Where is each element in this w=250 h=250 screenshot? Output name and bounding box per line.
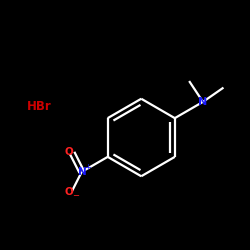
Text: N: N [198, 97, 207, 107]
Text: HBr: HBr [26, 100, 51, 113]
Text: O: O [64, 187, 73, 197]
Text: O: O [64, 147, 73, 157]
Text: N: N [78, 167, 87, 177]
Text: −: − [72, 191, 80, 200]
Text: +: + [84, 163, 91, 172]
